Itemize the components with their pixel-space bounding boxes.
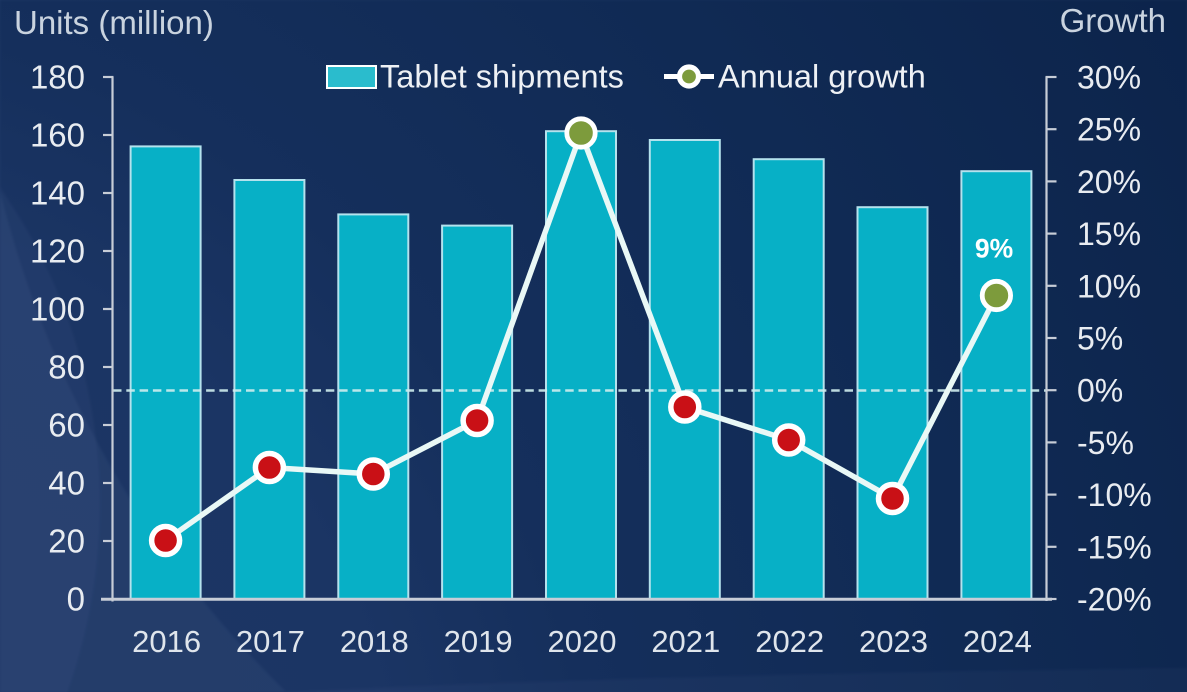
svg-text:180: 180 <box>30 59 85 96</box>
svg-text:60: 60 <box>48 407 85 444</box>
svg-text:140: 140 <box>30 175 85 212</box>
svg-text:80: 80 <box>48 349 85 386</box>
svg-text:2022: 2022 <box>755 624 824 659</box>
svg-text:10%: 10% <box>1077 268 1141 304</box>
svg-text:40: 40 <box>48 465 85 502</box>
svg-text:Growth: Growth <box>1060 2 1166 39</box>
svg-text:-10%: -10% <box>1077 477 1152 513</box>
svg-text:Units (million): Units (million) <box>14 4 214 41</box>
svg-text:2019: 2019 <box>444 624 513 659</box>
svg-text:2016: 2016 <box>132 624 201 659</box>
svg-text:Tablet shipments: Tablet shipments <box>380 59 624 95</box>
svg-text:2020: 2020 <box>548 624 617 659</box>
svg-text:-20%: -20% <box>1077 582 1152 618</box>
svg-text:25%: 25% <box>1077 112 1141 148</box>
svg-text:15%: 15% <box>1077 216 1141 252</box>
svg-text:2024: 2024 <box>963 624 1032 659</box>
svg-text:0: 0 <box>67 581 85 618</box>
svg-text:9%: 9% <box>975 234 1013 264</box>
svg-text:20: 20 <box>48 523 85 560</box>
svg-text:30%: 30% <box>1077 60 1141 96</box>
svg-text:160: 160 <box>30 117 85 154</box>
svg-text:20%: 20% <box>1077 164 1141 200</box>
svg-text:2023: 2023 <box>859 624 928 659</box>
svg-text:2017: 2017 <box>236 624 305 659</box>
svg-text:Annual growth: Annual growth <box>718 59 926 95</box>
svg-text:-5%: -5% <box>1077 425 1134 461</box>
svg-text:2018: 2018 <box>340 624 409 659</box>
svg-text:120: 120 <box>30 233 85 270</box>
svg-text:5%: 5% <box>1077 321 1123 357</box>
svg-text:0%: 0% <box>1077 373 1123 409</box>
svg-text:2021: 2021 <box>651 624 720 659</box>
svg-text:100: 100 <box>30 291 85 328</box>
svg-text:-15%: -15% <box>1077 529 1152 565</box>
